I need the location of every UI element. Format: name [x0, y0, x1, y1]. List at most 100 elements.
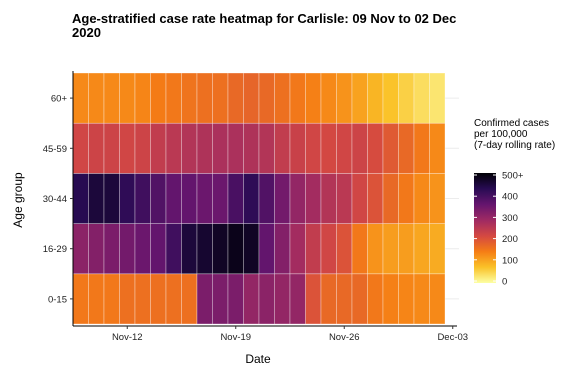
heatmap-cell: [150, 223, 167, 275]
heatmap-cell: [134, 273, 151, 325]
heatmap-cell: [88, 173, 105, 224]
heatmap-cell: [351, 72, 368, 124]
heatmap-cell: [398, 122, 415, 174]
heatmap-cell: [258, 273, 275, 325]
heatmap-cell: [274, 122, 291, 174]
heatmap-cell: [243, 273, 260, 325]
heatmap-cell: [181, 72, 198, 124]
heatmap-cell: [165, 72, 182, 124]
heatmap-cell: [336, 273, 353, 325]
heatmap-cell: [413, 273, 430, 325]
heatmap-cell: [398, 273, 415, 325]
heatmap-cell: [320, 273, 337, 325]
y-tick-label: 0-15: [48, 294, 67, 305]
heatmap-cell: [88, 223, 105, 275]
heatmap-cell: [258, 72, 275, 124]
heatmap-cell: [119, 223, 136, 275]
heatmap-cell: [150, 122, 167, 174]
heatmap-cell: [103, 223, 120, 275]
heatmap-cell: [305, 223, 322, 275]
legend-tick-label: 300: [502, 213, 518, 224]
heatmap-cell: [413, 223, 430, 275]
x-tick-label: Nov-26: [329, 332, 360, 343]
legend-title: Confirmed cases per 100,000 (7-day rolli…: [474, 118, 556, 151]
heatmap-cell: [243, 72, 260, 124]
heatmap-cell: [181, 122, 198, 174]
x-tick-label: Nov-19: [220, 332, 251, 343]
heatmap-cell: [150, 173, 167, 224]
heatmap-cell: [336, 72, 353, 124]
heatmap-cell: [398, 173, 415, 224]
heatmap-cell: [429, 122, 446, 174]
heatmap-cell: [88, 273, 105, 325]
heatmap-cell: [289, 122, 306, 174]
heatmap-cell: [119, 273, 136, 325]
heatmap-cell: [212, 122, 229, 174]
heatmap-cell: [134, 72, 151, 124]
heatmap-cell: [274, 173, 291, 224]
heatmap-cell: [243, 173, 260, 224]
heatmap-cell: [88, 122, 105, 174]
heatmap-cell: [103, 72, 120, 124]
heatmap-cell: [305, 273, 322, 325]
heatmap-cell: [367, 223, 384, 275]
heatmap-cell: [289, 173, 306, 224]
heatmap-cell: [367, 273, 384, 325]
x-tick-label: Dec-03: [437, 332, 468, 343]
heatmap-cell: [413, 122, 430, 174]
heatmap-cell: [382, 173, 399, 224]
heatmap-cell: [134, 173, 151, 224]
heatmap-cell: [413, 173, 430, 224]
heatmap-cell: [320, 173, 337, 224]
heatmap-cell: [305, 72, 322, 124]
heatmap-cell: [72, 273, 89, 325]
heatmap-cell: [227, 122, 244, 174]
legend-tick-label: 100: [502, 255, 518, 266]
heatmap-cell: [289, 72, 306, 124]
heatmap-cell: [150, 72, 167, 124]
heatmap-cell: [336, 223, 353, 275]
heatmap-cell: [274, 273, 291, 325]
heatmap-cell: [274, 223, 291, 275]
heatmap-cell: [103, 273, 120, 325]
heatmap-cell: [382, 122, 399, 174]
heatmap-cell: [429, 173, 446, 224]
legend-tick-label: 400: [502, 192, 518, 203]
heatmap-cell: [429, 273, 446, 325]
heatmap-cell: [165, 273, 182, 325]
heatmap-cell: [72, 72, 89, 124]
heatmap-cell: [227, 173, 244, 224]
heatmap-cell: [398, 223, 415, 275]
heatmap-cell: [212, 72, 229, 124]
heatmap-cell: [119, 72, 136, 124]
heatmap-cell: [243, 122, 260, 174]
heatmap-cell: [305, 173, 322, 224]
heatmap-cell: [103, 122, 120, 174]
heatmap-cell: [320, 223, 337, 275]
heatmap-cell: [227, 223, 244, 275]
heatmap-cell: [196, 72, 213, 124]
y-tick-label: 45-59: [43, 144, 67, 155]
heatmap-cell: [367, 122, 384, 174]
heatmap-cell: [72, 122, 89, 174]
heatmap-cell: [196, 122, 213, 174]
chart-title: Age-stratified case rate heatmap for Car…: [72, 11, 457, 40]
heatmap-cell: [134, 122, 151, 174]
heatmap-cell: [212, 223, 229, 275]
heatmap-cell: [305, 122, 322, 174]
heatmap-cell: [258, 173, 275, 224]
heatmap-cell: [181, 273, 198, 325]
heatmap-cell: [134, 223, 151, 275]
heatmap-cell: [429, 72, 446, 124]
heatmap-cell: [398, 72, 415, 124]
heatmap-cell: [367, 173, 384, 224]
heatmap-cell: [227, 72, 244, 124]
heatmap-cell: [289, 223, 306, 275]
heatmap-cell: [382, 223, 399, 275]
legend-tick-label: 500+: [502, 171, 524, 182]
heatmap-cell: [413, 72, 430, 124]
heatmap-cell: [196, 273, 213, 325]
y-tick-label: 30-44: [43, 194, 67, 205]
y-tick-label: 16-29: [43, 244, 67, 255]
heatmap-cell: [212, 173, 229, 224]
